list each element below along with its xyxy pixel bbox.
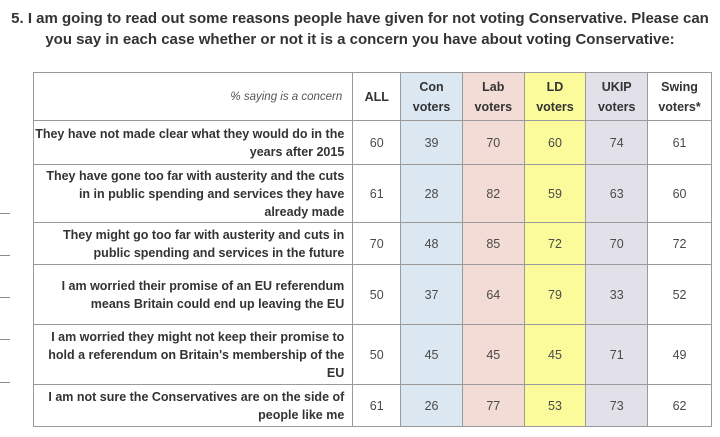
- cell-swing: 60: [647, 164, 712, 223]
- col-header-ld: LD voters: [523, 72, 587, 121]
- cell-ukip: 70: [585, 222, 649, 265]
- cell-swing: 61: [647, 120, 712, 165]
- cell-lab: 77: [461, 384, 525, 427]
- row-statement: They might go too far with austerity and…: [32, 222, 354, 265]
- cell-all: 61: [352, 384, 402, 427]
- cell-ld: 53: [523, 384, 587, 427]
- cell-con: 28: [400, 164, 463, 223]
- col-header-con: Con voters: [400, 72, 463, 121]
- cell-swing: 52: [647, 264, 712, 325]
- cell-con: 37: [400, 264, 463, 325]
- question-title: 5. I am going to read out some reasons p…: [11, 10, 709, 48]
- header-row: % saying is a concern ALL Con voters Lab v…: [32, 72, 712, 121]
- cell-lab: 85: [461, 222, 525, 265]
- cell-all: 61: [352, 164, 402, 223]
- survey-results-table: % saying is a concern ALL Con voters Lab v…: [32, 72, 712, 427]
- cell-ld: 60: [523, 120, 587, 165]
- table-row: I am not sure the Conservatives are on t…: [32, 384, 712, 427]
- cell-swing: 49: [647, 324, 712, 385]
- cell-con: 48: [400, 222, 463, 265]
- cell-lab: 64: [461, 264, 525, 325]
- cell-ld: 72: [523, 222, 587, 265]
- adjacent-table-fragment: [0, 213, 10, 383]
- cell-con: 45: [400, 324, 463, 385]
- cell-all: 70: [352, 222, 402, 265]
- table-row: I am worried their promise of an EU refe…: [32, 264, 712, 325]
- cell-all: 60: [352, 120, 402, 165]
- col-header-lab: Lab voters: [461, 72, 525, 121]
- row-statement: They have gone too far with austerity an…: [32, 164, 354, 223]
- cell-lab: 45: [461, 324, 525, 385]
- cell-ukip: 63: [585, 164, 649, 223]
- table-row: They might go too far with austerity and…: [32, 222, 712, 265]
- row-statement: I am worried they might not keep their p…: [32, 324, 354, 385]
- table-row: I am worried they might not keep their p…: [32, 324, 712, 385]
- row-statement: I am worried their promise of an EU refe…: [32, 264, 354, 325]
- col-header-swing: Swing voters*: [647, 72, 712, 121]
- cell-ld: 79: [523, 264, 587, 325]
- cell-lab: 70: [461, 120, 525, 165]
- row-statement: I am not sure the Conservatives are on t…: [32, 384, 354, 427]
- cell-con: 39: [400, 120, 463, 165]
- table-row: They have gone too far with austerity an…: [32, 164, 712, 223]
- cell-lab: 82: [461, 164, 525, 223]
- col-header-ukip: UKIP voters: [585, 72, 649, 121]
- corner-label: % saying is a concern: [32, 72, 354, 121]
- cell-con: 26: [400, 384, 463, 427]
- table-row: They have not made clear what they would…: [32, 120, 712, 165]
- cell-swing: 72: [647, 222, 712, 265]
- cell-ukip: 71: [585, 324, 649, 385]
- cell-ukip: 73: [585, 384, 649, 427]
- cell-all: 50: [352, 324, 402, 385]
- cell-ukip: 33: [585, 264, 649, 325]
- cell-swing: 62: [647, 384, 712, 427]
- cell-ukip: 74: [585, 120, 649, 165]
- cell-all: 50: [352, 264, 402, 325]
- row-statement: They have not made clear what they would…: [32, 120, 354, 165]
- col-header-all: ALL: [352, 72, 402, 121]
- cell-ld: 59: [523, 164, 587, 223]
- cell-ld: 45: [523, 324, 587, 385]
